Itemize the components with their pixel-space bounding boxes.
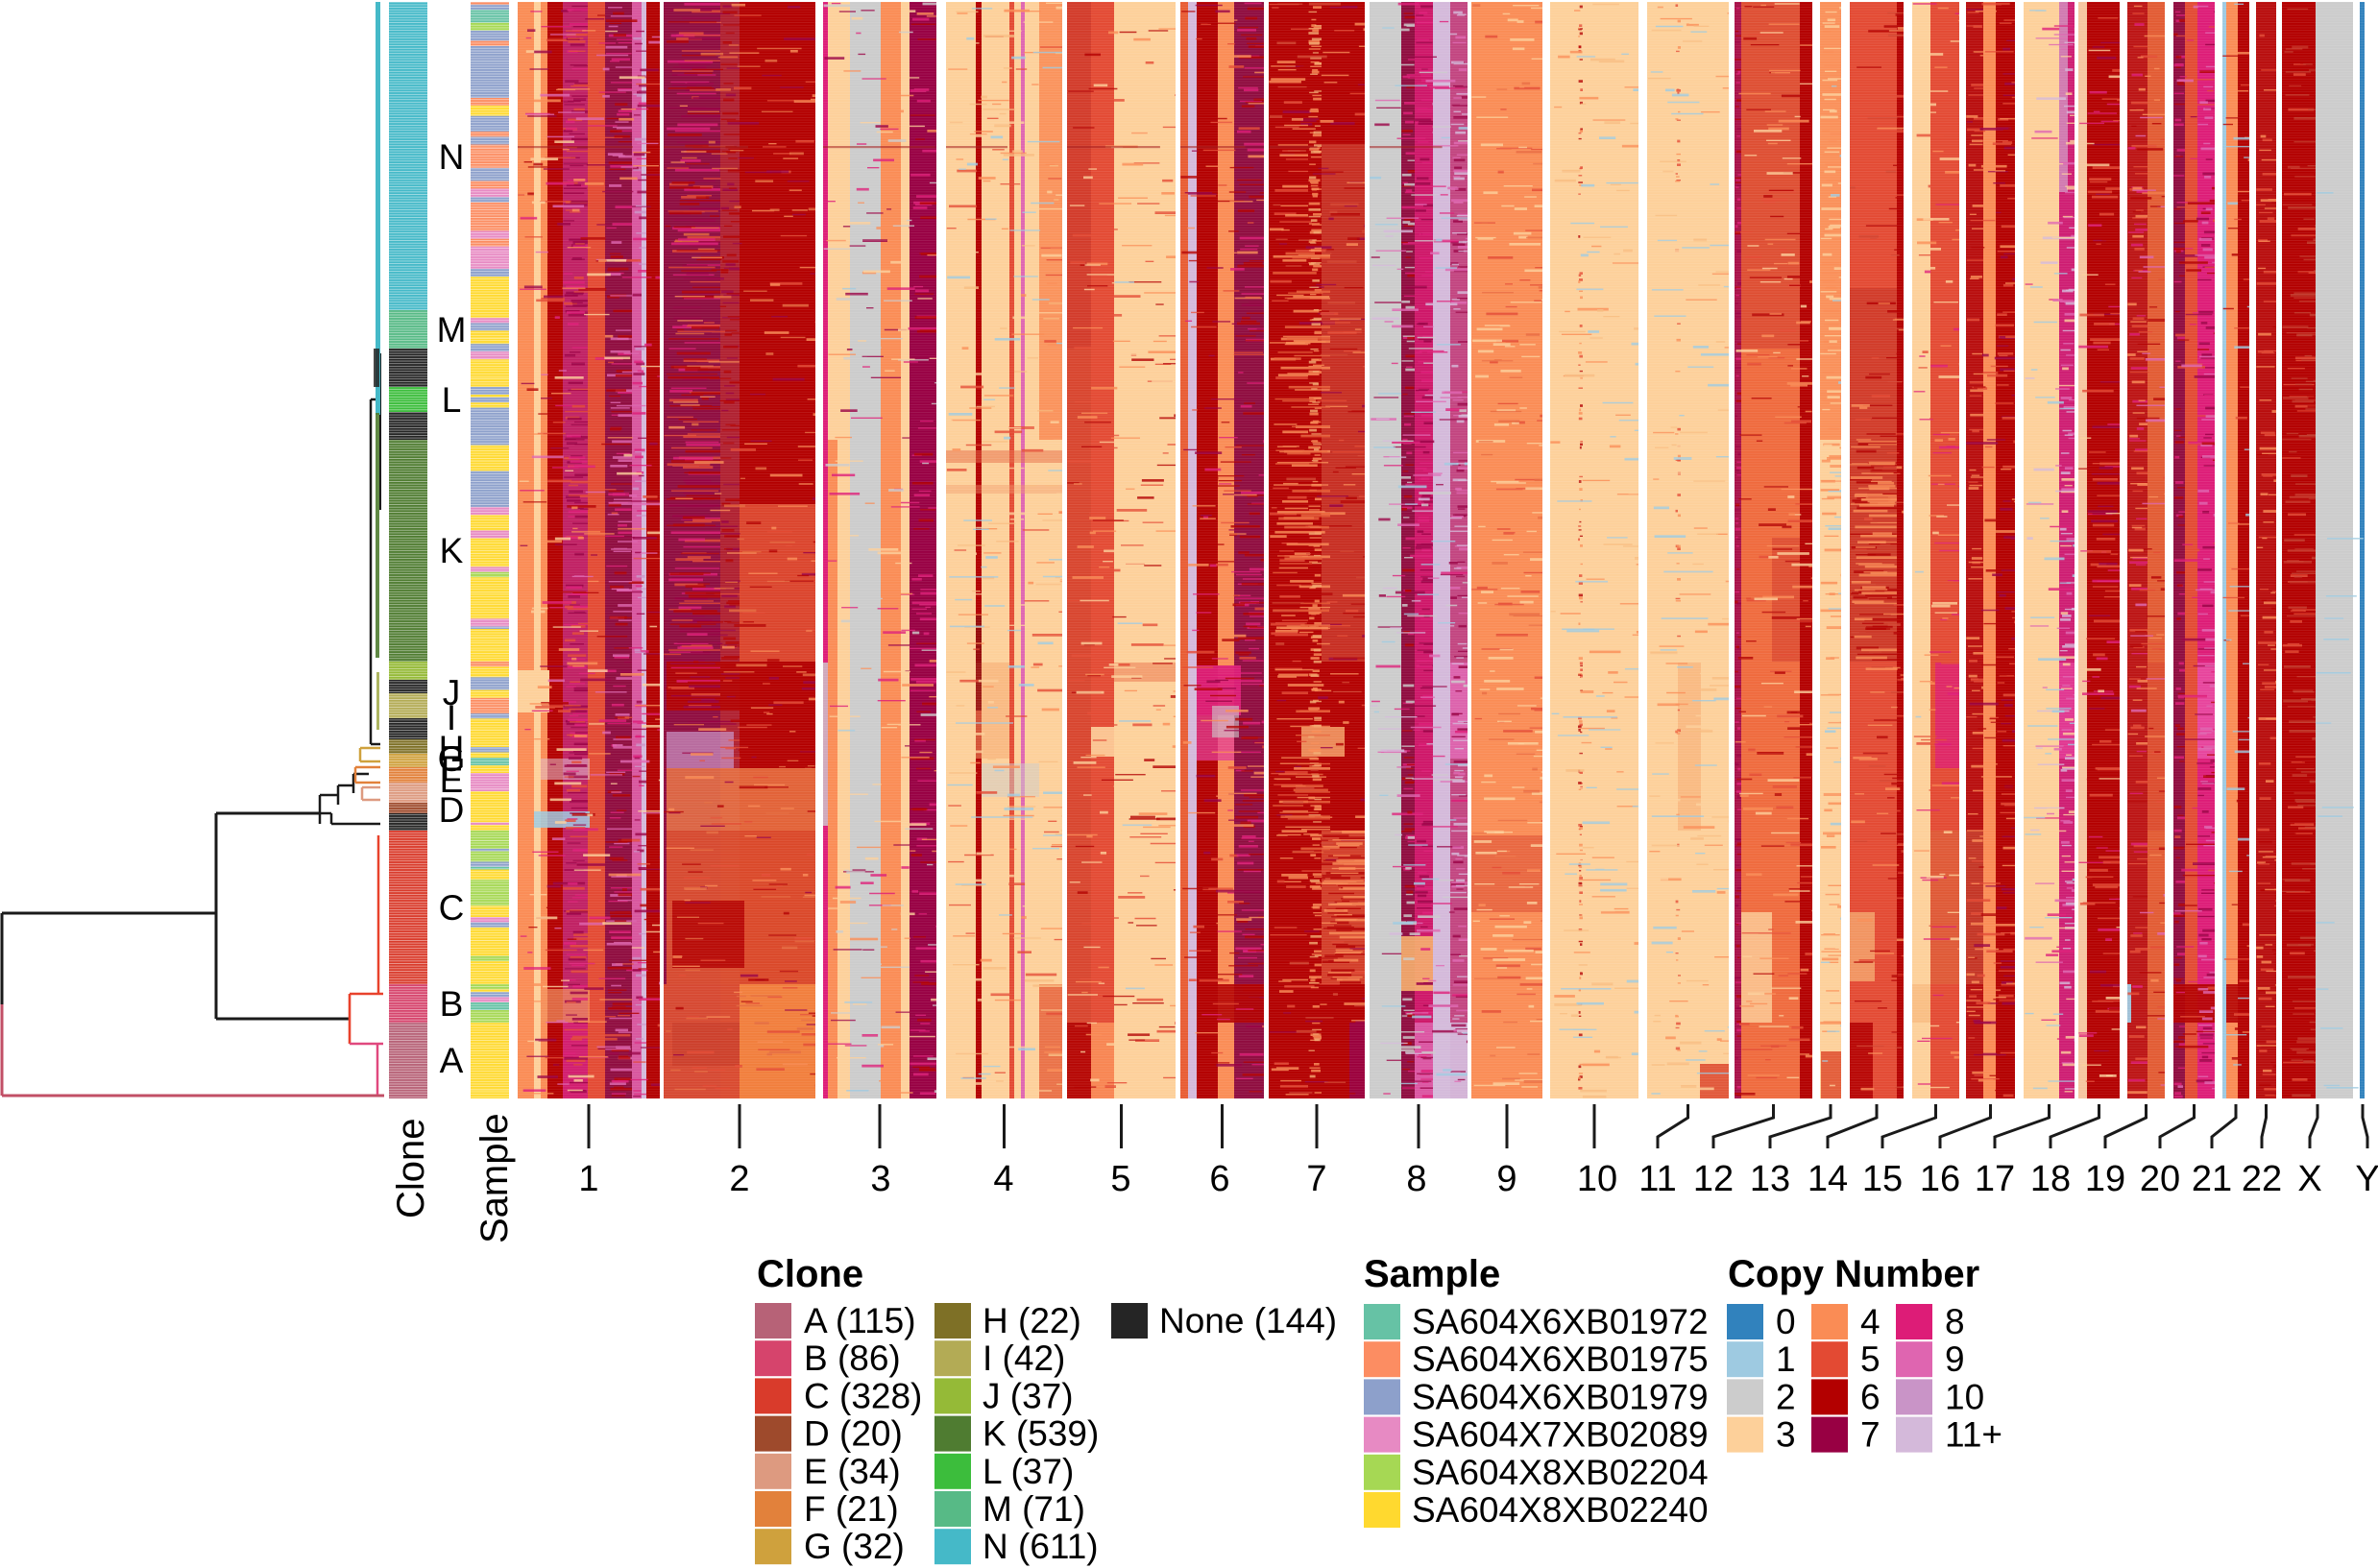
svg-text:5: 5 <box>1860 1339 1881 1379</box>
svg-text:C: C <box>439 888 465 928</box>
svg-text:Sample: Sample <box>473 1113 516 1243</box>
svg-text:X: X <box>2297 1159 2321 1199</box>
svg-text:18: 18 <box>2030 1159 2071 1199</box>
svg-text:3: 3 <box>870 1159 890 1199</box>
svg-text:N (611): N (611) <box>983 1527 1099 1566</box>
svg-text:15: 15 <box>1862 1159 1903 1199</box>
svg-text:13: 13 <box>1750 1159 1790 1199</box>
svg-text:6: 6 <box>1209 1159 1229 1199</box>
svg-text:A (115): A (115) <box>804 1301 916 1340</box>
svg-text:SA604X6XB01979: SA604X6XB01979 <box>1412 1377 1709 1416</box>
svg-text:A: A <box>440 1041 464 1080</box>
svg-text:J (37): J (37) <box>983 1376 1074 1415</box>
svg-text:2: 2 <box>729 1159 749 1199</box>
svg-text:K: K <box>440 531 464 570</box>
svg-text:E: E <box>440 760 464 800</box>
svg-text:4: 4 <box>1860 1302 1881 1341</box>
svg-text:F (21): F (21) <box>804 1489 899 1529</box>
svg-text:SA604X6XB01975: SA604X6XB01975 <box>1412 1339 1709 1379</box>
svg-text:Y: Y <box>2355 1159 2378 1199</box>
svg-text:21: 21 <box>2192 1159 2232 1199</box>
svg-text:L (37): L (37) <box>983 1452 1074 1491</box>
svg-text:10: 10 <box>1945 1377 1984 1416</box>
svg-text:K (539): K (539) <box>983 1414 1099 1454</box>
svg-text:7: 7 <box>1860 1415 1881 1455</box>
svg-text:B (86): B (86) <box>804 1339 901 1378</box>
svg-text:17: 17 <box>1975 1159 2015 1199</box>
svg-text:8: 8 <box>1945 1302 1965 1341</box>
svg-text:4: 4 <box>993 1159 1013 1199</box>
svg-text:Copy Number: Copy Number <box>1728 1253 1979 1295</box>
svg-text:M (71): M (71) <box>983 1489 1085 1529</box>
svg-text:C (328): C (328) <box>804 1376 922 1415</box>
svg-text:19: 19 <box>2085 1159 2125 1199</box>
svg-text:I (42): I (42) <box>983 1339 1065 1378</box>
svg-text:H: H <box>439 729 465 768</box>
svg-text:D: D <box>439 790 465 830</box>
svg-text:9: 9 <box>1945 1339 1965 1379</box>
svg-text:SA604X7XB02089: SA604X7XB02089 <box>1412 1415 1709 1455</box>
svg-text:7: 7 <box>1306 1159 1326 1199</box>
svg-text:L: L <box>442 380 462 420</box>
svg-text:H (22): H (22) <box>983 1301 1081 1340</box>
svg-text:B: B <box>440 984 464 1024</box>
svg-text:14: 14 <box>1808 1159 1848 1199</box>
svg-text:22: 22 <box>2242 1159 2282 1199</box>
svg-text:J: J <box>443 673 461 712</box>
svg-text:I: I <box>447 698 456 737</box>
svg-text:SA604X6XB01972: SA604X6XB01972 <box>1412 1302 1709 1341</box>
svg-text:N: N <box>439 137 465 177</box>
svg-text:1: 1 <box>1776 1339 1796 1379</box>
svg-text:3: 3 <box>1776 1415 1796 1455</box>
svg-text:10: 10 <box>1577 1159 1617 1199</box>
svg-text:M: M <box>437 310 467 350</box>
svg-text:11+: 11+ <box>1945 1415 2002 1455</box>
svg-text:Clone: Clone <box>757 1253 863 1295</box>
svg-text:6: 6 <box>1860 1377 1881 1416</box>
svg-text:None (144): None (144) <box>1159 1301 1337 1340</box>
svg-text:11: 11 <box>1638 1159 1676 1199</box>
svg-text:12: 12 <box>1693 1159 1734 1199</box>
svg-text:SA604X8XB02240: SA604X8XB02240 <box>1412 1490 1709 1530</box>
svg-text:9: 9 <box>1496 1159 1517 1199</box>
svg-text:2: 2 <box>1776 1377 1796 1416</box>
svg-text:G: G <box>438 739 466 779</box>
svg-text:16: 16 <box>1920 1159 1960 1199</box>
svg-text:G (32): G (32) <box>804 1527 905 1566</box>
svg-text:8: 8 <box>1406 1159 1426 1199</box>
svg-text:1: 1 <box>578 1159 598 1199</box>
svg-text:E (34): E (34) <box>804 1452 901 1491</box>
svg-text:F: F <box>441 749 463 788</box>
svg-text:5: 5 <box>1110 1159 1130 1199</box>
svg-text:D (20): D (20) <box>804 1414 903 1454</box>
svg-text:0: 0 <box>1776 1302 1796 1341</box>
svg-text:Sample: Sample <box>1364 1253 1500 1295</box>
svg-text:Clone: Clone <box>390 1118 432 1218</box>
svg-text:SA604X8XB02204: SA604X8XB02204 <box>1412 1453 1709 1492</box>
svg-text:20: 20 <box>2140 1159 2180 1199</box>
